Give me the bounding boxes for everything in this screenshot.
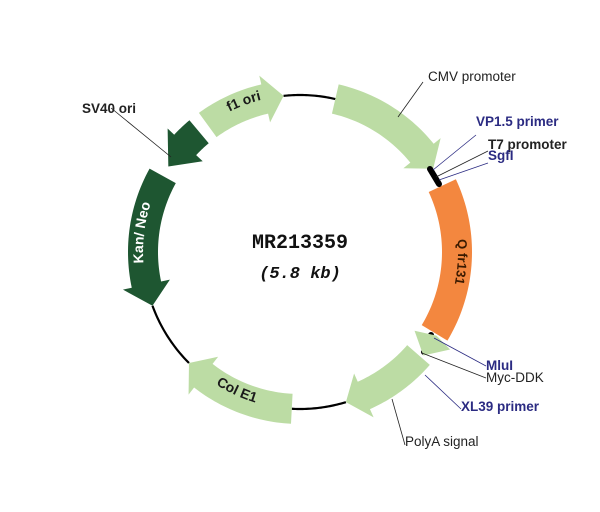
svg-text:VP1.5 primer: VP1.5 primer (476, 114, 559, 129)
svg-text:(5.8 kb): (5.8 kb) (259, 265, 341, 284)
svg-text:SV40 ori: SV40 ori (82, 101, 136, 116)
svg-text:SgfI: SgfI (488, 148, 514, 163)
svg-text:PolyA signal: PolyA signal (405, 434, 479, 449)
svg-text:MR213359: MR213359 (252, 232, 348, 255)
svg-text:Myc-DDK: Myc-DDK (486, 370, 544, 385)
svg-text:CMV promoter: CMV promoter (428, 69, 516, 84)
svg-text:XL39 primer: XL39 primer (461, 399, 540, 414)
